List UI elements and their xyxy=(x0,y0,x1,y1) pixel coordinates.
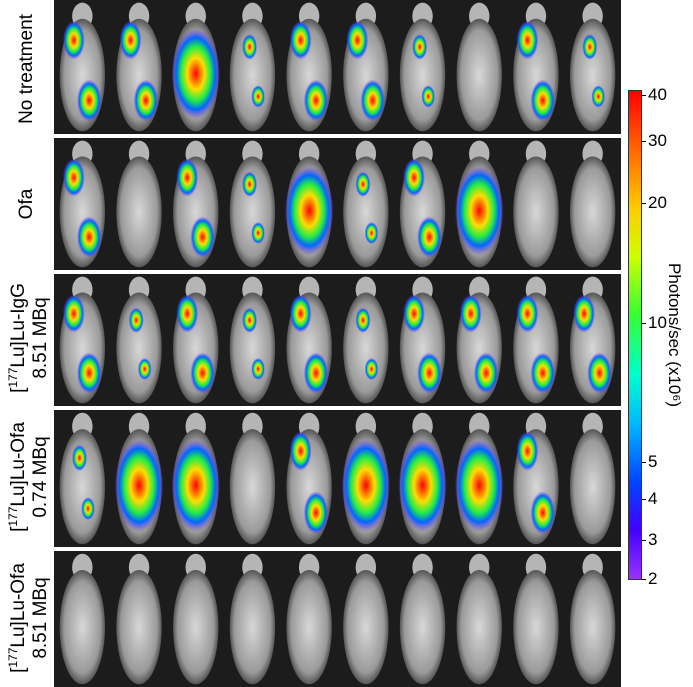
row-label-line: No treatment xyxy=(16,13,37,124)
mouse-image xyxy=(59,412,106,545)
mouse-image xyxy=(399,276,446,404)
mouse-image xyxy=(173,553,219,685)
mouse-image xyxy=(513,2,559,132)
colorbar-tickmark xyxy=(642,462,646,463)
image-panel-lu-ofa-high xyxy=(54,551,621,687)
row-label-line: [177Lu]Lu-Ofa xyxy=(5,562,30,673)
mouse-image xyxy=(456,553,502,685)
mouse-image xyxy=(229,2,276,132)
image-panel-no-treatment xyxy=(54,0,621,134)
row-label-line: [177Lu]Lu-IgG xyxy=(5,283,30,393)
colorbar-tick: 40 xyxy=(648,85,667,104)
mouse-image xyxy=(284,140,334,268)
mouse-image xyxy=(116,553,162,685)
colorbar-tickmark xyxy=(642,95,646,96)
mouse-image xyxy=(116,140,162,268)
mouse-image xyxy=(454,412,504,545)
mouse-image xyxy=(286,553,332,685)
row-label-lu-ofa-low: [177Lu]Lu-Ofa 0.74 MBq xyxy=(0,405,54,548)
colorbar-tick: 20 xyxy=(648,193,667,212)
mouse-image xyxy=(173,276,219,404)
mouse-image xyxy=(116,276,162,404)
mouse-image xyxy=(286,412,332,545)
row-label-line: [177Lu]Lu-Ofa xyxy=(5,421,30,532)
mouse-image xyxy=(569,553,616,685)
bioluminescence-image xyxy=(59,140,616,268)
image-panel-lu-ofa-low xyxy=(54,410,621,547)
colorbar-tick: 30 xyxy=(648,131,667,150)
mouse-image xyxy=(59,140,106,268)
mouse-image xyxy=(399,2,446,132)
mouse-image xyxy=(456,276,502,404)
row-label-ofa: Ofa xyxy=(0,137,54,271)
mouse-image xyxy=(171,2,221,132)
row-label-line: 8.51 MBq xyxy=(30,297,52,379)
mouse-image xyxy=(229,140,276,268)
image-panel-ofa xyxy=(54,138,621,270)
row-label-no-treatment: No treatment xyxy=(0,0,54,137)
mouse-image xyxy=(513,140,559,268)
mouse-image xyxy=(229,412,276,545)
mouse-image xyxy=(569,276,616,404)
mouse-image xyxy=(513,553,559,685)
mouse-image xyxy=(59,553,106,685)
colorbar-tick: 4 xyxy=(648,489,658,508)
mouse-image xyxy=(343,276,389,404)
colorbar-tickmark xyxy=(642,323,646,324)
row-label-line: 8.51 MBq xyxy=(30,576,52,659)
mouse-image xyxy=(398,412,448,545)
mouse-image xyxy=(569,2,616,132)
mouse-image xyxy=(229,553,276,685)
colorbar-tickmark xyxy=(642,203,646,204)
mouse-image xyxy=(116,2,162,132)
mouse-image xyxy=(343,140,389,268)
colorbar-tick: 5 xyxy=(648,452,658,471)
mouse-image xyxy=(59,276,106,404)
row-label-lu-ofa-high: [177Lu]Lu-Ofa 8.51 MBq xyxy=(0,548,54,687)
mouse-image xyxy=(173,140,219,268)
row-label-lu-igg: [177Lu]Lu-IgG 8.51 MBq xyxy=(0,271,54,405)
mouse-image xyxy=(513,276,559,404)
colorbar-title: Photons/sec (x10⁶) xyxy=(665,262,684,408)
mouse-image xyxy=(341,412,391,545)
colorbar-tick: 3 xyxy=(648,530,658,549)
mouse-image xyxy=(513,412,559,545)
mouse-image xyxy=(569,140,616,268)
row-label-line: Ofa xyxy=(16,188,37,220)
mouse-image xyxy=(456,2,502,132)
bioluminescence-image xyxy=(59,553,616,685)
bioluminescence-image xyxy=(59,2,616,132)
mouse-image xyxy=(286,276,332,404)
row-label-line: 0.74 MBq xyxy=(30,435,52,518)
image-panel-lu-igg xyxy=(54,274,621,406)
mouse-image xyxy=(454,140,504,268)
colorbar-tickmark xyxy=(642,499,646,500)
mouse-image xyxy=(286,2,332,132)
colorbar-tick: 2 xyxy=(648,569,658,588)
mouse-image xyxy=(59,2,106,132)
mouse-image xyxy=(343,2,389,132)
colorbar-tickmark xyxy=(642,579,646,580)
colorbar-tickmark xyxy=(642,540,646,541)
bioluminescence-image xyxy=(59,276,616,404)
bioluminescence-image xyxy=(59,412,616,545)
mouse-image xyxy=(399,140,446,268)
mouse-image xyxy=(114,412,164,545)
mouse-image xyxy=(399,553,446,685)
colorbar xyxy=(628,90,642,580)
mouse-image xyxy=(171,412,221,545)
mouse-image xyxy=(569,412,616,545)
colorbar-tickmark xyxy=(642,141,646,142)
mouse-image xyxy=(229,276,276,404)
mouse-image xyxy=(343,553,389,685)
colorbar-tick: 10 xyxy=(648,313,667,332)
